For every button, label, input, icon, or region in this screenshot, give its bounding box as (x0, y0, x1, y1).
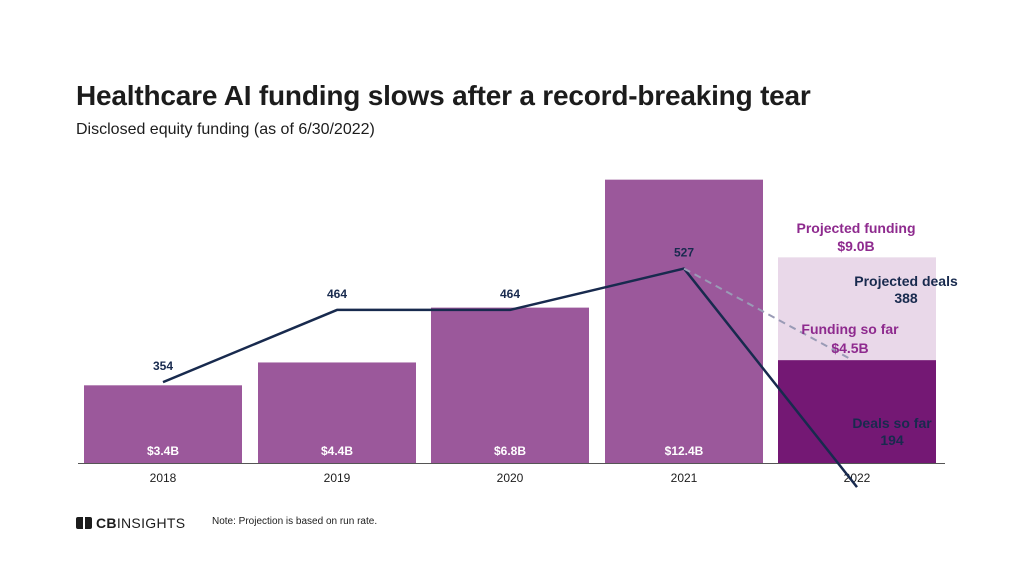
cb-logo-icon (76, 517, 92, 529)
x-tick-label: 2019 (324, 471, 351, 485)
x-tick-label: 2018 (150, 471, 177, 485)
x-tick-label: 2021 (671, 471, 698, 485)
logo-bold: CB (96, 515, 117, 531)
chart-title: Healthcare AI funding slows after a reco… (76, 80, 811, 111)
chart-subtitle: Disclosed equity funding (as of 6/30/202… (76, 121, 375, 138)
bar-value-label: $3.4B (147, 444, 179, 458)
bar-2021 (605, 179, 763, 463)
logo-rest: INSIGHTS (116, 515, 186, 531)
projected-deals-label: Projected deals (854, 273, 958, 289)
deal-value-label: 464 (327, 287, 347, 301)
projected-deals-value: 388 (894, 290, 918, 306)
x-tick-label: 2022 (844, 471, 871, 485)
deals-so-far-label: Deals so far (852, 415, 932, 431)
cb-insights-logo: CBINSIGHTS (76, 515, 185, 531)
bar-value-label: $6.8B (494, 444, 526, 458)
funding-so-far-label: Funding so far (801, 321, 899, 337)
deal-value-label: 527 (674, 246, 694, 260)
footer-note: Note: Projection is based on run rate. (212, 516, 378, 527)
logo-text: CBINSIGHTS (96, 515, 185, 531)
bar-value-label: $4.4B (321, 444, 353, 458)
projected-deals-line (683, 267, 853, 361)
projected-funding-label: Projected funding (797, 220, 916, 236)
bar-value-label: $12.4B (665, 444, 704, 458)
bar-2020 (431, 307, 589, 463)
bar-2018 (84, 385, 242, 463)
deals-so-far-value: 194 (880, 432, 904, 448)
deal-value-label: 464 (500, 287, 520, 301)
funding-so-far-value: $4.5B (831, 340, 868, 356)
projected-funding-value: $9.0B (837, 238, 874, 254)
bar-2022 (778, 360, 936, 463)
deals-line (162, 267, 858, 488)
deal-value-label: 354 (153, 359, 173, 373)
x-tick-label: 2020 (497, 471, 524, 485)
bar-2019 (258, 362, 416, 463)
